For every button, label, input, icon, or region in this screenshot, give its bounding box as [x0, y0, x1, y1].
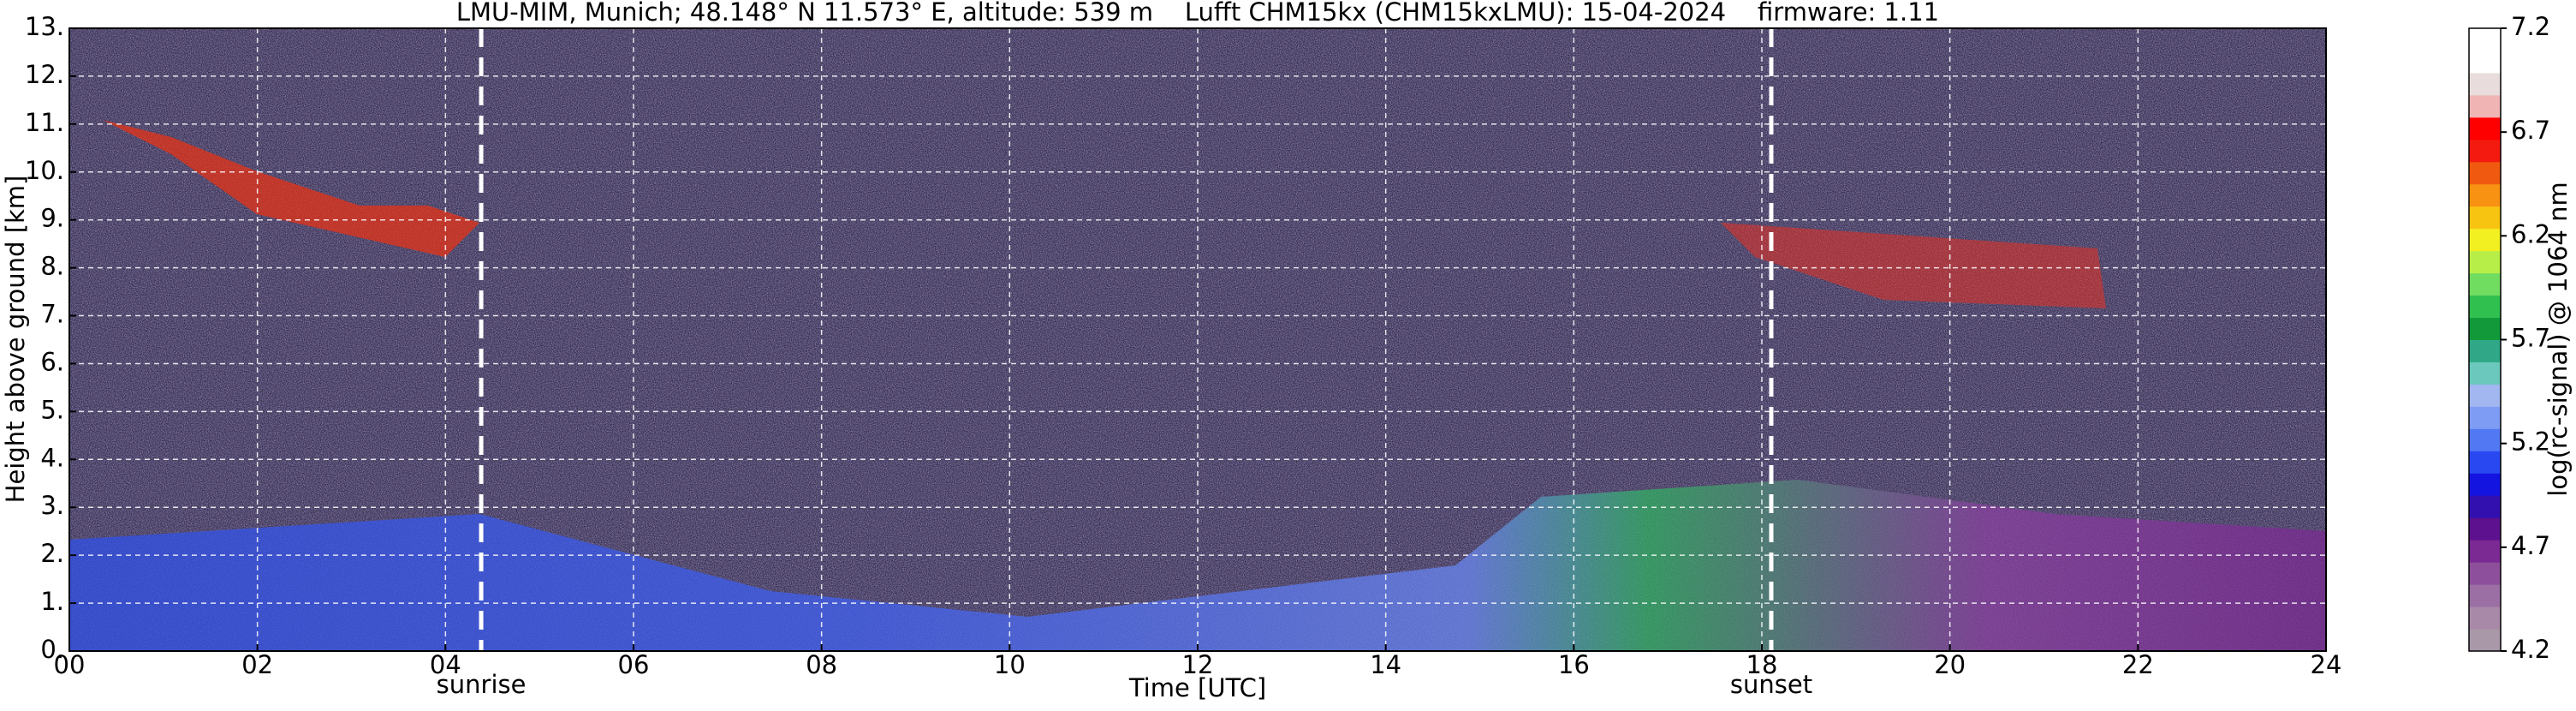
x-tick-label: 18: [1746, 650, 1778, 679]
colorbar-tick-label: 7.2: [2511, 12, 2550, 41]
chart-title: LMU-MIM, Munich; 48.148° N 11.573° E, al…: [456, 0, 1939, 27]
colorbar-cell: [2469, 161, 2501, 185]
colorbar-tick-label: 5.7: [2511, 324, 2550, 353]
colorbar-cell: [2469, 272, 2501, 296]
colorbar-cell: [2469, 117, 2501, 140]
y-tick-label: 13.: [25, 12, 64, 41]
y-tick-label: 2.: [40, 539, 64, 568]
x-tick-label: 00: [54, 650, 86, 679]
y-tick-label: 7.: [40, 300, 64, 329]
x-tick-label: 12: [1182, 650, 1214, 679]
y-tick-label: 11.: [25, 108, 64, 137]
colorbar-label: log(rc-signal) @ 1064 nm: [2543, 182, 2573, 496]
colorbar-cell: [2469, 384, 2501, 407]
colorbar-cell: [2469, 517, 2501, 541]
colorbar-tick-label: 4.2: [2511, 635, 2550, 664]
x-tick-label: 22: [2122, 650, 2154, 679]
colorbar-cell: [2469, 451, 2501, 474]
colorbar-cell: [2469, 540, 2501, 563]
colorbar-tick-label: 6.2: [2511, 219, 2550, 248]
colorbar-cell: [2469, 606, 2501, 630]
colorbar-cell: [2469, 428, 2501, 451]
colorbar-cell: [2469, 228, 2501, 252]
colorbar-cell: [2469, 50, 2501, 74]
x-tick-label: 04: [430, 650, 461, 679]
y-tick-label: 4.: [40, 443, 64, 472]
x-tick-label: 08: [806, 650, 837, 679]
colorbar-cell: [2469, 406, 2501, 429]
colorbar-cell: [2469, 139, 2501, 163]
y-tick-label: 5.: [40, 395, 64, 424]
colorbar-cell: [2469, 206, 2501, 230]
colorbar-cell: [2469, 584, 2501, 607]
colorbar-tick-label: 5.2: [2511, 427, 2550, 457]
colorbar-cell: [2469, 295, 2501, 319]
x-tick-label: 24: [2311, 650, 2342, 679]
x-tick-label: 20: [1934, 650, 1966, 679]
colorbar-tick-label: 4.7: [2511, 531, 2550, 560]
colorbar-cell: [2469, 361, 2501, 385]
x-tick-label: 14: [1370, 650, 1401, 679]
x-axis-label: Time [UTC]: [1128, 673, 1266, 702]
y-axis-label: Height above ground [km]: [1, 176, 30, 504]
annotations: [479, 28, 1774, 651]
x-tick-label: 02: [241, 650, 273, 679]
colorbar-cell: [2469, 629, 2501, 652]
colorbar-cell: [2469, 28, 2501, 51]
annotation-label: sunset: [1730, 670, 1812, 699]
x-tick-label: 06: [618, 650, 650, 679]
x-tick-label: 10: [994, 650, 1026, 679]
colorbar-cell: [2469, 72, 2501, 96]
y-tick-label: 6.: [40, 347, 64, 376]
y-tick-label: 12.: [25, 60, 64, 89]
colorbar-cell: [2469, 250, 2501, 274]
colorbar-cell: [2469, 473, 2501, 496]
x-tick-label: 16: [1558, 650, 1590, 679]
y-tick-label: 0.: [40, 635, 64, 664]
annotation-label: sunrise: [437, 670, 527, 699]
colorbar-cell: [2469, 317, 2501, 340]
y-tick-label: 1.: [40, 587, 64, 616]
colorbar-tick-label: 6.7: [2511, 116, 2550, 145]
colorbar-cell: [2469, 495, 2501, 518]
y-tick-label: 8.: [40, 252, 64, 281]
plot-frame: [68, 27, 2327, 652]
colorbar-cell: [2469, 94, 2501, 118]
y-tick-label: 9.: [40, 204, 64, 233]
y-tick-label: 3.: [40, 491, 64, 520]
colorbar-cell: [2469, 562, 2501, 585]
colorbar: [2468, 27, 2507, 652]
colorbar-cell: [2469, 339, 2501, 362]
y-tick-label: 10.: [25, 156, 64, 185]
colorbar-cell: [2469, 183, 2501, 207]
